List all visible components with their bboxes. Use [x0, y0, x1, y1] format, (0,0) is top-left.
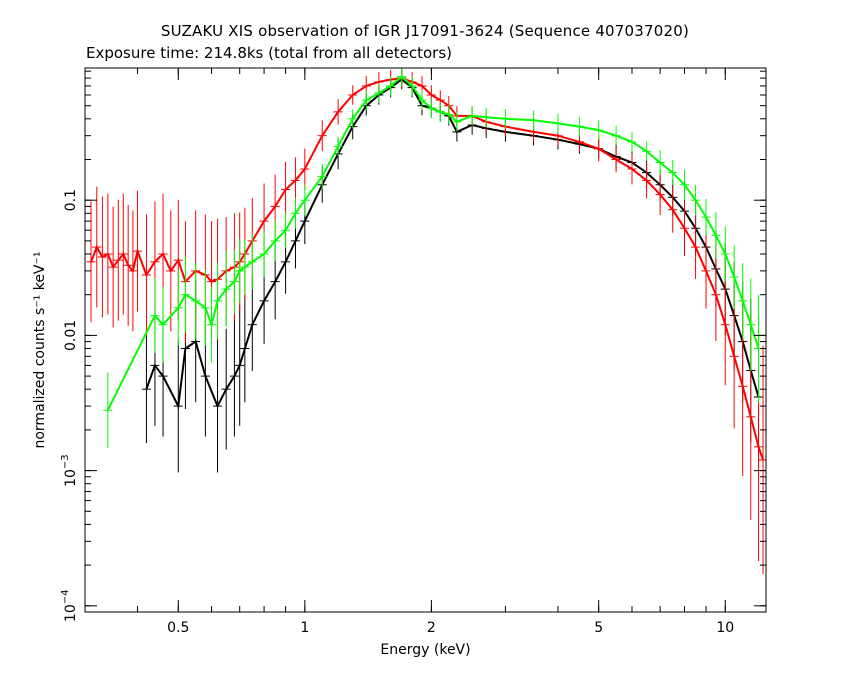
series-trace — [145, 78, 760, 410]
tick-layer: 0.5 1 2 5 10 10−4 10−3 0.01 0.1 — [60, 68, 766, 636]
series-layer — [86, 68, 766, 575]
series-1 — [86, 68, 766, 575]
series-trace — [107, 75, 760, 411]
x-tick-label: 0.5 — [167, 620, 189, 636]
data-point — [103, 372, 113, 448]
chart-subtitle: Exposure time: 214.8ks (total from all d… — [86, 44, 453, 62]
x-tick-label: 5 — [594, 620, 603, 636]
y-tick-label: 10−4 — [60, 590, 79, 623]
x-axis-title: Energy (keV) — [380, 642, 470, 658]
plot-frame — [84, 67, 767, 613]
chart-title: SUZAKU XIS observation of IGR J17091-362… — [160, 22, 690, 40]
y-tick-label: 10−3 — [60, 454, 79, 487]
y-axis-title: normalized counts s⁻¹ keV⁻¹ — [32, 251, 48, 448]
x-tick-label: 2 — [427, 620, 436, 636]
x-tick-label: 10 — [716, 620, 734, 636]
series-2 — [103, 68, 764, 448]
y-tick-label: 0.01 — [63, 320, 79, 351]
series-0 — [141, 69, 764, 479]
data-point — [86, 201, 96, 323]
y-tick-label: 0.1 — [63, 189, 79, 211]
data-point — [141, 335, 151, 444]
x-tick-label: 1 — [300, 620, 309, 636]
series-trace — [90, 77, 765, 461]
